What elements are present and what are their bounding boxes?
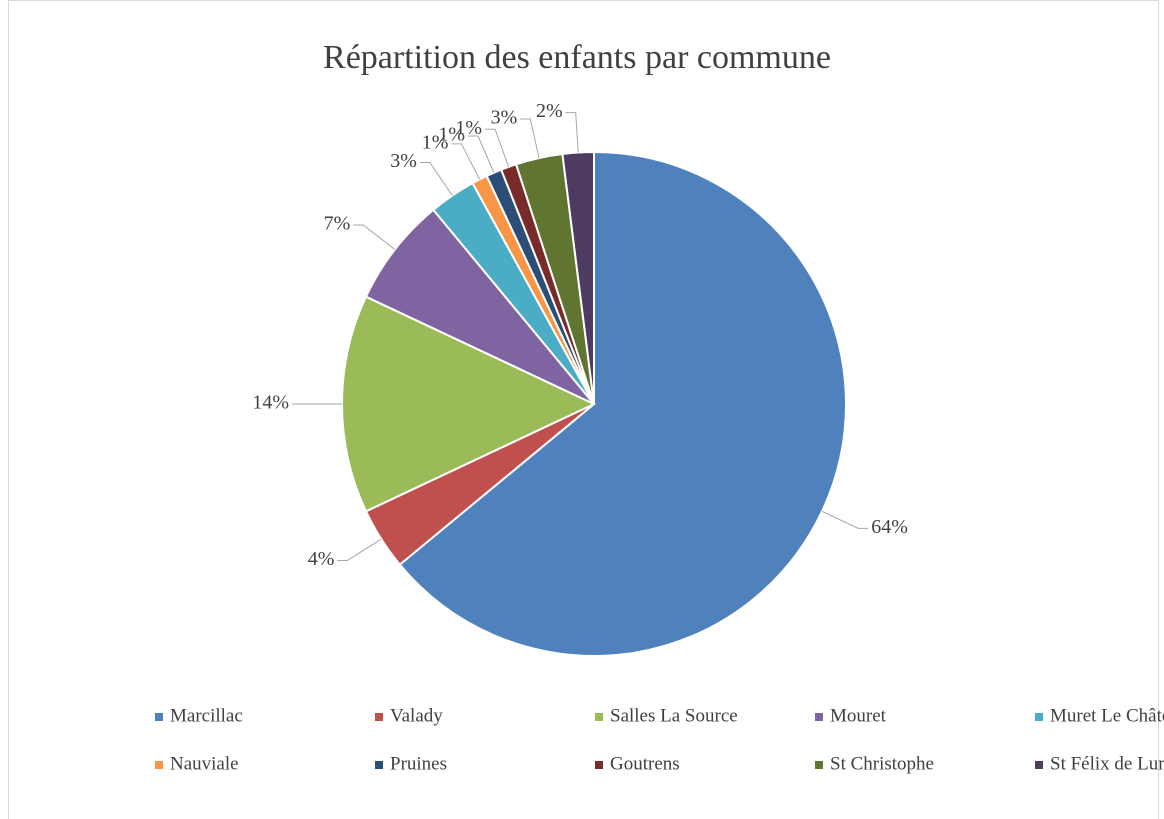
legend-swatch bbox=[1035, 713, 1043, 721]
legend-swatch bbox=[155, 761, 163, 769]
leader-line bbox=[520, 118, 540, 159]
data-label: 4% bbox=[308, 548, 335, 570]
data-label: 7% bbox=[324, 213, 351, 235]
legend-swatch bbox=[1035, 761, 1043, 769]
leader-line bbox=[565, 112, 579, 153]
data-label: 3% bbox=[390, 150, 417, 172]
pie-slice bbox=[398, 150, 847, 657]
leader-line bbox=[451, 143, 481, 180]
legend-swatch bbox=[815, 761, 823, 769]
legend-swatch bbox=[595, 761, 603, 769]
legend-label: Mouret bbox=[830, 705, 887, 726]
pie-slice bbox=[364, 208, 595, 405]
legend-label: Marcillac bbox=[170, 705, 243, 726]
legend-swatch bbox=[815, 713, 823, 721]
leader-line bbox=[821, 510, 869, 529]
legend-label: Muret Le Château bbox=[1050, 705, 1164, 726]
legend-swatch bbox=[375, 761, 383, 769]
legend-label: Goutrens bbox=[610, 753, 680, 774]
data-label: 1% bbox=[438, 124, 465, 146]
legend-label: St Christophe bbox=[830, 753, 934, 774]
legend-label: Valady bbox=[390, 705, 443, 726]
data-label: 3% bbox=[491, 107, 518, 129]
legend-label: Salles La Source bbox=[610, 705, 738, 726]
chart-title: Répartition des enfants par commune bbox=[323, 39, 831, 76]
data-label: 2% bbox=[536, 100, 563, 122]
legend-label: Nauviale bbox=[170, 753, 239, 774]
legend-label: St Félix de Lunel bbox=[1050, 753, 1164, 774]
legend-swatch bbox=[155, 713, 163, 721]
data-label: 64% bbox=[871, 516, 908, 538]
legend-swatch bbox=[595, 713, 603, 721]
leader-line bbox=[353, 224, 396, 250]
data-label: 14% bbox=[252, 392, 289, 414]
leader-line bbox=[485, 128, 510, 168]
data-label: 1% bbox=[455, 117, 482, 139]
leader-line bbox=[419, 161, 453, 196]
data-label: 1% bbox=[422, 131, 449, 153]
pie-slice bbox=[341, 295, 597, 513]
leader-line bbox=[468, 135, 495, 173]
legend-swatch bbox=[375, 713, 383, 721]
legend-label: Pruines bbox=[390, 753, 447, 774]
leader-line bbox=[337, 538, 382, 561]
